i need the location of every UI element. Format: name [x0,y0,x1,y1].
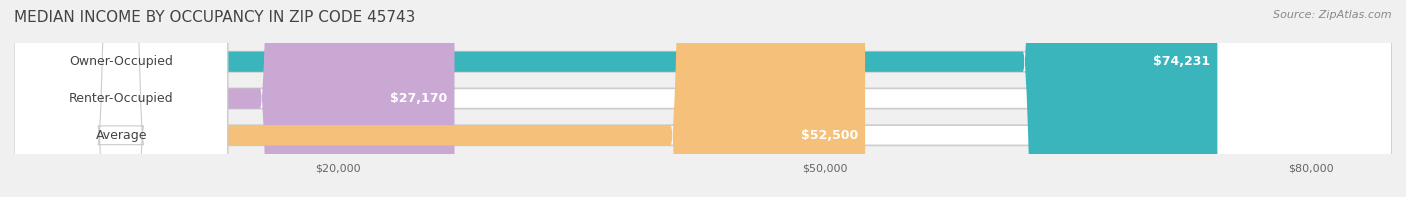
FancyBboxPatch shape [14,0,228,197]
FancyBboxPatch shape [14,0,1392,197]
FancyBboxPatch shape [14,0,454,197]
FancyBboxPatch shape [14,0,1392,197]
Text: $27,170: $27,170 [391,92,447,105]
Text: Source: ZipAtlas.com: Source: ZipAtlas.com [1274,10,1392,20]
Text: Renter-Occupied: Renter-Occupied [69,92,174,105]
Text: $74,231: $74,231 [1153,55,1211,68]
FancyBboxPatch shape [14,0,1392,197]
Text: Owner-Occupied: Owner-Occupied [70,55,173,68]
Text: MEDIAN INCOME BY OCCUPANCY IN ZIP CODE 45743: MEDIAN INCOME BY OCCUPANCY IN ZIP CODE 4… [14,10,415,25]
Text: Average: Average [96,129,148,142]
FancyBboxPatch shape [14,0,228,197]
FancyBboxPatch shape [14,0,1218,197]
FancyBboxPatch shape [14,0,228,197]
FancyBboxPatch shape [14,0,865,197]
Text: $52,500: $52,500 [801,129,858,142]
